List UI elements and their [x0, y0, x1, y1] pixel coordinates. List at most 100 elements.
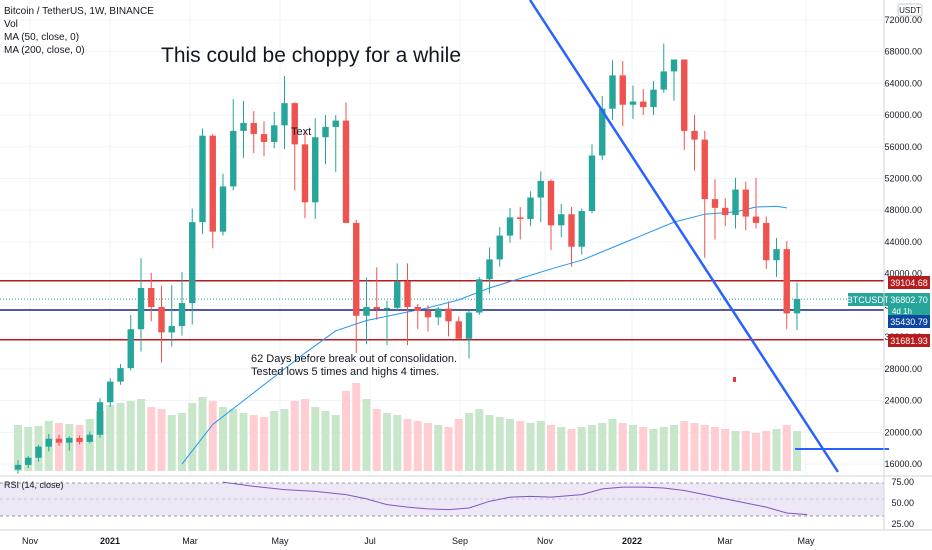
volume-bar [700, 425, 709, 471]
note-line-2[interactable]: Tested lows 5 times and highs 4 times. [251, 366, 439, 378]
candle-body [547, 180, 555, 226]
volume-bar [14, 425, 22, 471]
volume-bar [270, 411, 279, 471]
volume-bar [434, 425, 443, 471]
price-tick-label: 24000.00 [884, 396, 922, 406]
candle-body [66, 437, 73, 443]
candle-body [322, 126, 329, 138]
volume-bar [567, 429, 576, 471]
volume-bar [372, 409, 381, 471]
candle-body [209, 135, 216, 232]
candle-body [527, 197, 534, 219]
candle-body [301, 144, 309, 203]
volume-bar [342, 391, 350, 471]
current-tag-bg [888, 293, 930, 317]
time-axis: Nov 2021 Mar May Jul Sep Nov 2022 Mar May [22, 536, 815, 546]
candle-body [701, 139, 708, 200]
volume-bar [229, 409, 238, 471]
candle-body [332, 120, 339, 127]
candle-body [127, 329, 134, 369]
volume-bar [752, 433, 760, 471]
candle-body [763, 222, 770, 261]
rsi-tick-label: 50.00 [891, 498, 914, 508]
price-tick-label: 28000.00 [884, 364, 922, 374]
candle-body [568, 214, 575, 247]
resistance-tag-bg [888, 276, 930, 289]
candle-body [219, 186, 227, 232]
red-marker [733, 377, 736, 382]
time-tick-label: Mar [182, 536, 198, 546]
time-tick-label: May [271, 536, 289, 546]
volume-bar [321, 411, 330, 471]
note-line-1[interactable]: 62 Days before break out of consolidatio… [251, 353, 457, 365]
volume-bar [96, 411, 104, 471]
volume-bar [106, 405, 115, 471]
ma50-line [181, 205, 787, 465]
volume-bar [526, 423, 535, 471]
rsi-pane: RSI (14, close) 75.00 50.00 25.00 [0, 475, 932, 529]
candle-body [517, 217, 524, 219]
candle-body [14, 464, 22, 470]
candle-body [250, 122, 257, 135]
candle-body [76, 437, 83, 442]
volume-bar [147, 407, 156, 471]
candle-body [96, 402, 104, 435]
rsi-label: RSI (14, close) [4, 480, 64, 490]
volume-bar [536, 421, 545, 471]
candle-body [35, 446, 42, 458]
volume-bar [311, 407, 320, 471]
rsi-axis: 75.00 50.00 25.00 [891, 477, 914, 529]
mid-support-tag: 35430.79 [890, 317, 928, 327]
current-tag-sub: 4d 1h [892, 307, 912, 316]
volume-bar [454, 419, 463, 471]
candle-body [670, 59, 678, 72]
volume-bar [731, 431, 740, 471]
volume-bar [290, 401, 299, 471]
rsi-tick-label: 75.00 [891, 477, 914, 487]
candle-body [742, 189, 749, 217]
volume-bar [649, 429, 658, 471]
text-marker-annotation[interactable]: Text [291, 126, 311, 138]
volume-bar [239, 413, 248, 471]
current-tag: 36802.70 [890, 295, 928, 305]
headline-annotation[interactable]: This could be choppy for a while [161, 44, 461, 67]
volume-bar [362, 399, 371, 471]
horizontal-levels [0, 280, 884, 341]
candle-body [271, 125, 278, 143]
volume-bar [137, 399, 145, 471]
candle-body [619, 75, 626, 105]
time-tick-label: Mar [717, 536, 733, 546]
candle-body [640, 101, 647, 108]
volume-bar [598, 423, 607, 471]
volume-bar [670, 425, 678, 471]
candle-body [558, 214, 565, 226]
candle-body [383, 307, 391, 310]
candle-body [599, 108, 606, 156]
candle-body [373, 307, 380, 310]
volume-bar [188, 403, 197, 471]
volume-bar [690, 423, 699, 471]
candle-body [773, 249, 780, 261]
volume-bar [198, 397, 207, 471]
price-tick-label: 60000.00 [884, 110, 922, 120]
price-tick-label: 48000.00 [884, 205, 922, 215]
symbol-title: Bitcoin / TetherUS, 1W, BINANCE [4, 6, 154, 17]
candle-body [629, 101, 637, 105]
downtrend-line[interactable] [528, 0, 840, 473]
price-axis: 72000.00 68000.00 64000.00 60000.00 56000.00… [884, 15, 922, 469]
volume-bar [260, 417, 268, 471]
candle-body [363, 307, 370, 316]
price-tick-label: 56000.00 [884, 142, 922, 152]
candle-body [312, 137, 319, 203]
candle-body [55, 438, 63, 443]
resistance-tag: 39104.68 [890, 278, 928, 288]
candle-body [260, 134, 268, 143]
candle-body [424, 310, 432, 318]
price-tick-label: 16000.00 [884, 459, 922, 469]
mid-support-tag-bg [888, 315, 930, 328]
volume-bar [178, 413, 186, 471]
candle-body [137, 287, 145, 330]
candle-body [394, 281, 401, 308]
candle-body [404, 281, 411, 308]
